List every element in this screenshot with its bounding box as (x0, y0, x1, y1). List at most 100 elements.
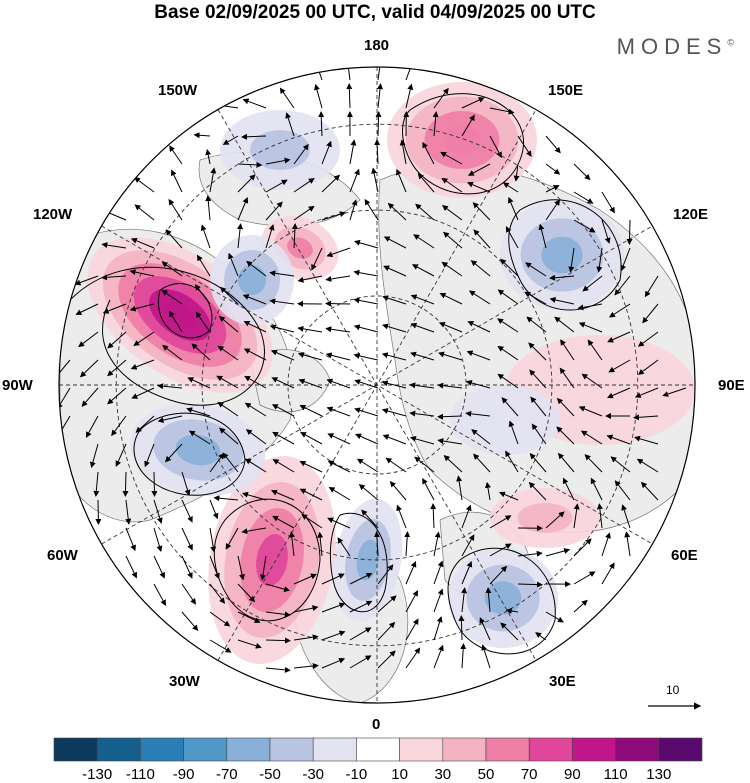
wind-arrow (497, 345, 519, 361)
wind-arrow (219, 427, 239, 445)
wind-arrow (318, 111, 325, 137)
wind-arrow (355, 433, 379, 445)
wind-arrow (327, 517, 351, 529)
wind-arrow (470, 260, 491, 277)
wind-arrow (135, 415, 155, 433)
wind-arrow (626, 219, 633, 245)
wind-arrow (458, 615, 465, 641)
wind-arrow (243, 321, 267, 333)
wind-arrow (327, 460, 351, 473)
wind-arrow (556, 426, 575, 445)
wind-arrow (327, 433, 351, 445)
wind-arrow (272, 459, 295, 473)
wind-arrow (218, 315, 239, 333)
wind-arrow (461, 504, 472, 529)
wind-arrow (614, 480, 631, 501)
wind-arrow (265, 583, 291, 593)
wind-arrow (508, 420, 519, 445)
colorbar-swatch (528, 737, 573, 762)
wind-arrow (422, 141, 435, 165)
wind-arrow (389, 480, 407, 501)
wind-arrow (633, 414, 659, 421)
wind-arrow (433, 87, 449, 109)
wind-arrow (297, 325, 323, 333)
wind-arrow (301, 514, 323, 529)
wind-arrow (529, 453, 547, 473)
wind-arrow (517, 581, 543, 588)
wind-arrow (637, 331, 659, 347)
wind-arrow (243, 348, 267, 361)
colorbar-label: 90 (564, 766, 581, 783)
colorbar-swatch (140, 737, 184, 762)
wind-arrow (209, 527, 217, 553)
wind-arrow (587, 339, 603, 361)
height-contours (69, 93, 622, 655)
wind-arrow (74, 275, 99, 286)
wind-arrow (265, 157, 291, 165)
wind-arrow (349, 655, 372, 669)
wind-arrow (489, 515, 512, 529)
wind-arrow (637, 359, 659, 375)
wind-arrow (153, 499, 163, 524)
wind-arrow (325, 326, 351, 333)
wind-arrow (554, 316, 575, 333)
wind-arrow (244, 458, 267, 473)
wind-arrow (614, 275, 631, 296)
wind-arrow (297, 352, 323, 361)
wind-arrow (337, 537, 351, 557)
wind-arrow (321, 140, 332, 165)
copyright-mark: © (727, 37, 734, 48)
wind-arrow (596, 503, 603, 529)
wind-arrow (505, 607, 519, 614)
wind-arrow (489, 135, 502, 159)
colorbar-label: 50 (477, 766, 495, 783)
wind-arrow (433, 644, 444, 669)
wind-arrow (293, 573, 317, 585)
wind-arrow (133, 177, 155, 193)
wind-arrow (188, 430, 211, 445)
wind-arrow (443, 231, 463, 249)
lon-label-60e: 60E (671, 547, 698, 564)
wind-arrow (153, 555, 165, 579)
wind-arrow (272, 431, 295, 445)
wind-arrow (601, 562, 615, 585)
anomaly-neg-gulf-alaska (220, 110, 340, 190)
wind-arrow (530, 396, 547, 417)
wind-arrow (437, 413, 463, 420)
wind-arrow (590, 477, 603, 501)
wind-arrow (122, 471, 129, 497)
wind-arrow (489, 107, 515, 115)
lon-label-120e: 120E (673, 206, 709, 223)
lon-label-90w: 90W (2, 377, 33, 394)
wind-arrow (317, 531, 324, 557)
lon-label-30w: 30W (169, 673, 200, 690)
wind-arrow (549, 274, 575, 281)
wind-arrow (321, 602, 346, 613)
wind-arrow (466, 350, 491, 361)
wind-arrow (377, 67, 382, 81)
wind-arrow (443, 455, 463, 473)
wind-arrow (596, 247, 603, 273)
wind-arrow (269, 298, 295, 305)
wind-arrow (501, 397, 519, 417)
colorbar-swatch (53, 737, 98, 762)
wind-arrow (556, 397, 575, 417)
wind-arrow (101, 274, 127, 281)
colorbar-label: -10 (345, 766, 368, 783)
wind-arrow (181, 583, 197, 605)
wind-arrow (81, 387, 99, 407)
colorbar-swatch (658, 737, 703, 762)
wind-arrow (298, 378, 323, 389)
wind-arrow (621, 504, 631, 529)
wind-arrow (607, 331, 631, 343)
wind-arrow (562, 477, 575, 501)
wind-arrow (293, 143, 309, 165)
colorbar-label: 70 (520, 766, 538, 783)
wind-arrow (272, 515, 295, 529)
lon-label-30e: 30E (549, 673, 576, 690)
wind-arrow (195, 311, 211, 333)
wind-arrow (433, 588, 444, 613)
wind-arrow (610, 456, 631, 473)
wind-arrow (125, 499, 132, 525)
brand-text: MODES (616, 34, 728, 59)
